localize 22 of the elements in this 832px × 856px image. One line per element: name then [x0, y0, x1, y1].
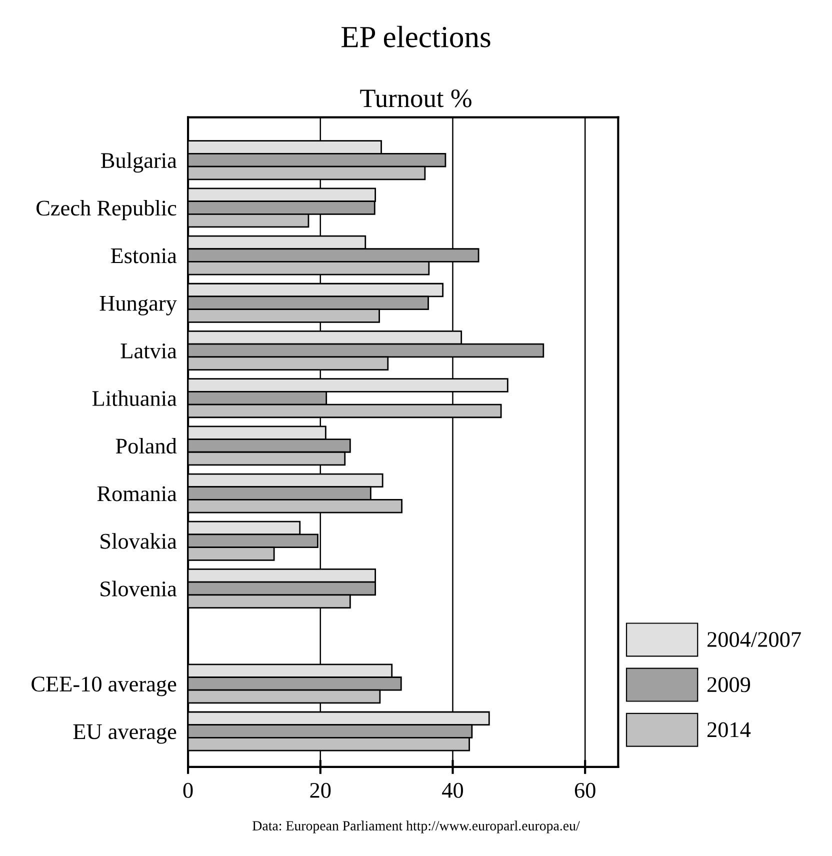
chart-subtitle: Turnout % — [360, 89, 472, 108]
y-tick-label: Slovenia — [100, 580, 177, 596]
legend-label: 2004/2007 — [707, 632, 801, 648]
x-tick-label: 20 — [310, 782, 331, 798]
x-tick-label: 60 — [574, 782, 596, 798]
y-tick-label: Poland — [116, 438, 177, 454]
y-tick-label: Hungary — [100, 296, 177, 316]
y-tick-label: Romania — [97, 486, 177, 502]
x-tick-label: 0 — [183, 782, 193, 798]
y-tick-label: Latvia — [120, 343, 177, 358]
chart-title: EP elections — [342, 26, 490, 48]
y-tick-label: Czech Republic — [36, 200, 176, 220]
y-tick-label: Estonia — [110, 248, 177, 264]
y-tick-label: CEE-10 average — [32, 676, 176, 696]
legend-label: 2014 — [707, 722, 751, 738]
y-tick-label: Lithuania — [92, 390, 177, 406]
y-tick-label: Bulgaria — [101, 152, 177, 173]
y-tick-label: Slovakia — [100, 533, 177, 549]
text: Data: European Parliament http://www.europarl.europa.eu/ — [252, 820, 580, 834]
x-tick-label: 40 — [442, 782, 463, 798]
legend-label: 2009 — [707, 677, 750, 692]
y-tick-label: EU average — [73, 724, 176, 744]
